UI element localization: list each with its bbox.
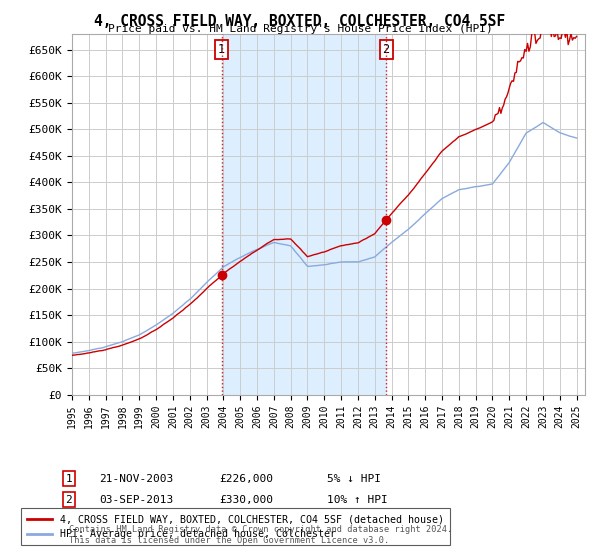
Text: 10% ↑ HPI: 10% ↑ HPI: [327, 494, 388, 505]
Text: 2: 2: [65, 494, 73, 505]
Text: Price paid vs. HM Land Registry's House Price Index (HPI): Price paid vs. HM Land Registry's House …: [107, 24, 493, 34]
Text: 1: 1: [218, 43, 225, 56]
Text: 1: 1: [65, 474, 73, 484]
Text: 21-NOV-2003: 21-NOV-2003: [99, 474, 173, 484]
Text: 5% ↓ HPI: 5% ↓ HPI: [327, 474, 381, 484]
Text: Contains HM Land Registry data © Crown copyright and database right 2024.
This d: Contains HM Land Registry data © Crown c…: [69, 525, 452, 545]
Text: 4, CROSS FIELD WAY, BOXTED, COLCHESTER, CO4 5SF: 4, CROSS FIELD WAY, BOXTED, COLCHESTER, …: [94, 14, 506, 29]
Legend: 4, CROSS FIELD WAY, BOXTED, COLCHESTER, CO4 5SF (detached house), HPI: Average p: 4, CROSS FIELD WAY, BOXTED, COLCHESTER, …: [20, 508, 449, 545]
Text: 2: 2: [383, 43, 389, 56]
Text: £330,000: £330,000: [219, 494, 273, 505]
Text: 03-SEP-2013: 03-SEP-2013: [99, 494, 173, 505]
Bar: [221, 34, 386, 395]
Text: £226,000: £226,000: [219, 474, 273, 484]
